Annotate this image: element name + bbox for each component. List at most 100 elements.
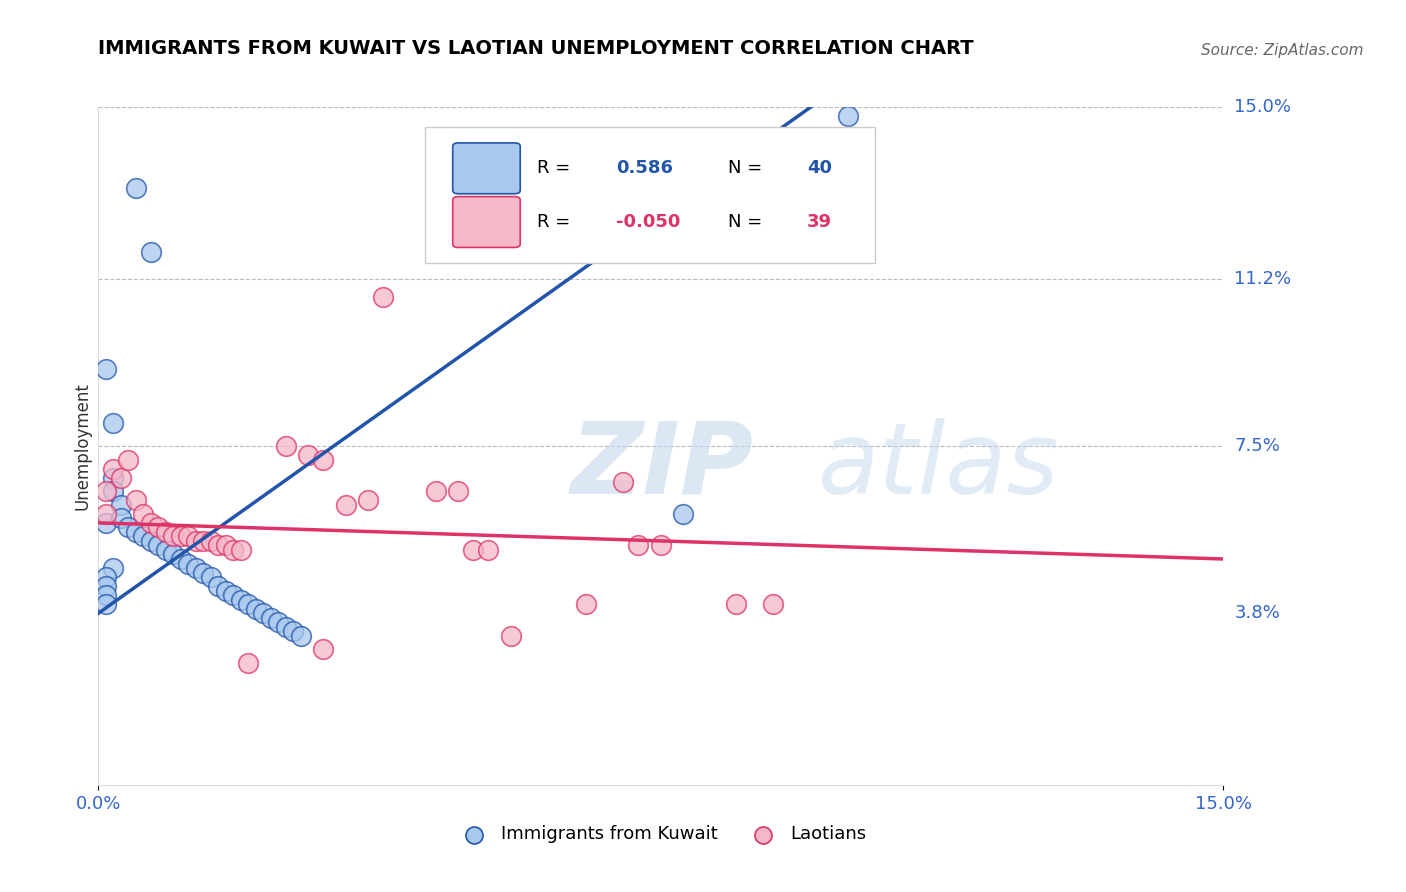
Point	[612, 475, 634, 490]
Point	[312, 642, 335, 657]
Point	[373, 290, 395, 304]
Point	[94, 362, 117, 376]
Point	[162, 529, 184, 543]
Point	[837, 109, 859, 123]
Point	[184, 533, 207, 548]
Point	[177, 529, 200, 543]
Point	[672, 507, 695, 521]
Point	[215, 538, 238, 552]
Point	[297, 448, 319, 462]
Text: 39: 39	[807, 213, 832, 231]
Text: N =: N =	[728, 160, 768, 178]
Point	[103, 484, 125, 499]
Text: 11.2%: 11.2%	[1234, 269, 1292, 288]
Point	[274, 620, 297, 634]
FancyBboxPatch shape	[425, 128, 875, 263]
Point	[110, 511, 132, 525]
Point	[94, 516, 117, 530]
Point	[94, 507, 117, 521]
Text: IMMIGRANTS FROM KUWAIT VS LAOTIAN UNEMPLOYMENT CORRELATION CHART: IMMIGRANTS FROM KUWAIT VS LAOTIAN UNEMPL…	[98, 39, 974, 58]
Point	[139, 533, 162, 548]
Text: 7.5%: 7.5%	[1234, 437, 1281, 455]
Point	[148, 538, 170, 552]
Point	[762, 597, 785, 611]
Point	[125, 181, 148, 195]
Point	[499, 629, 522, 643]
Text: R =: R =	[537, 213, 576, 231]
Point	[155, 543, 177, 558]
Point	[184, 561, 207, 575]
Point	[207, 538, 229, 552]
FancyBboxPatch shape	[453, 196, 520, 247]
Point	[117, 520, 139, 534]
Text: R =: R =	[537, 160, 576, 178]
Point	[94, 579, 117, 593]
Point	[267, 615, 290, 630]
Point	[222, 543, 245, 558]
Point	[229, 592, 252, 607]
Point	[103, 417, 125, 431]
Point	[447, 484, 470, 499]
Point	[335, 498, 357, 512]
Point	[312, 452, 335, 467]
FancyBboxPatch shape	[453, 143, 520, 194]
Point	[125, 493, 148, 508]
Point	[170, 552, 193, 566]
Point	[110, 470, 132, 484]
Point	[260, 611, 283, 625]
Point	[162, 548, 184, 562]
Text: 0.586: 0.586	[616, 160, 673, 178]
Text: 40: 40	[807, 160, 832, 178]
Point	[193, 566, 215, 580]
Point	[425, 484, 447, 499]
Point	[274, 439, 297, 453]
Text: -0.050: -0.050	[616, 213, 681, 231]
Point	[245, 601, 267, 615]
Point	[207, 579, 229, 593]
Point	[357, 493, 380, 508]
Point	[148, 520, 170, 534]
Point	[103, 561, 125, 575]
Text: ZIP: ZIP	[571, 417, 754, 515]
Point	[94, 597, 117, 611]
Point	[238, 656, 260, 670]
Point	[132, 507, 155, 521]
Point	[103, 461, 125, 475]
Point	[103, 470, 125, 484]
Point	[94, 484, 117, 499]
Text: 3.8%: 3.8%	[1234, 604, 1279, 623]
Point	[200, 570, 222, 584]
Text: atlas: atlas	[818, 417, 1060, 515]
Point	[229, 543, 252, 558]
Point	[177, 557, 200, 571]
Text: N =: N =	[728, 213, 768, 231]
Point	[463, 543, 485, 558]
Point	[193, 533, 215, 548]
Point	[125, 524, 148, 539]
Legend: Immigrants from Kuwait, Laotians: Immigrants from Kuwait, Laotians	[449, 818, 873, 850]
Point	[139, 516, 162, 530]
Point	[139, 244, 162, 259]
Point	[238, 597, 260, 611]
Point	[290, 629, 312, 643]
Point	[627, 538, 650, 552]
Point	[477, 543, 499, 558]
Point	[117, 452, 139, 467]
Point	[94, 570, 117, 584]
Point	[283, 624, 305, 639]
Point	[650, 538, 672, 552]
Point	[94, 588, 117, 602]
Point	[132, 529, 155, 543]
Point	[575, 597, 598, 611]
Point	[222, 588, 245, 602]
Y-axis label: Unemployment: Unemployment	[73, 382, 91, 510]
Text: 15.0%: 15.0%	[1234, 98, 1291, 116]
Point	[215, 583, 238, 598]
Text: Source: ZipAtlas.com: Source: ZipAtlas.com	[1201, 43, 1364, 58]
Point	[724, 597, 747, 611]
Point	[252, 606, 274, 620]
Point	[110, 498, 132, 512]
Point	[155, 524, 177, 539]
Point	[200, 533, 222, 548]
Point	[170, 529, 193, 543]
